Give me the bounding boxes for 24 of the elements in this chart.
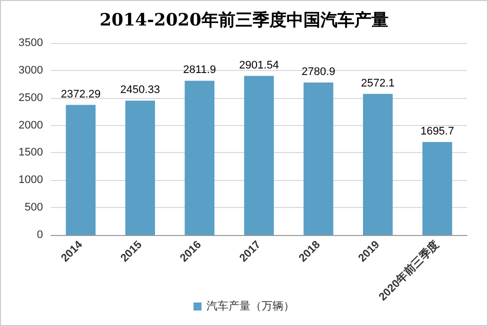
data-label: 2901.54 — [239, 59, 279, 72]
y-tick-label: 2500 — [18, 92, 43, 104]
y-tick-label: 2000 — [18, 119, 43, 132]
y-tick-label: 1500 — [18, 146, 43, 159]
bar — [125, 100, 155, 235]
bar — [304, 82, 334, 235]
data-label: 2572.1 — [361, 77, 395, 90]
y-tick-label: 500 — [24, 202, 43, 214]
bar — [422, 142, 452, 235]
bar — [363, 94, 393, 235]
bar — [66, 104, 96, 235]
data-label: 1695.7 — [420, 125, 454, 138]
data-label: 2372.29 — [60, 88, 101, 100]
data-label: 2450.33 — [120, 84, 160, 96]
y-tick-label: 3000 — [18, 64, 43, 76]
bar — [244, 76, 274, 235]
data-label: 2780.9 — [302, 66, 336, 78]
y-tick-label: 0 — [36, 229, 43, 241]
y-tick-label: 1000 — [18, 174, 43, 186]
legend-label: 汽车产量（万辆） — [206, 300, 294, 312]
y-tick-label: 3500 — [18, 37, 43, 49]
bar — [184, 80, 214, 235]
data-label: 2811.9 — [183, 64, 216, 76]
chart-title: 2014-2020年前三季度中国汽车产量 — [100, 10, 388, 30]
